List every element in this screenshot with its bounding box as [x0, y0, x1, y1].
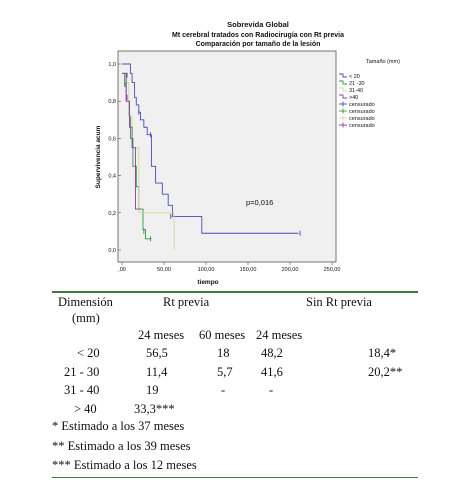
legend-swatch — [339, 87, 347, 92]
survival-curve-series-3 — [122, 72, 175, 250]
y-tick-label: 1,0 — [108, 62, 116, 68]
legend-label: censurado — [349, 109, 375, 115]
table-top-rule — [52, 291, 418, 293]
survival-curve-series-4 — [122, 72, 141, 210]
table-subheader-row: 24 meses 60 meses 24 meses — [52, 326, 418, 345]
row-label: 31 - 40 — [64, 383, 100, 397]
cell-nort-60: 18,4* — [368, 346, 397, 360]
subheader-rt-60: 60 meses — [199, 327, 246, 342]
cell-rt-24: 19 — [146, 383, 159, 397]
table-header-row: Dimensión (mm) Rt previa Sin Rt previa — [52, 293, 418, 325]
cell-nort-24: 41,6 — [261, 364, 283, 379]
legend-label: < 20 — [349, 74, 360, 80]
table-row: 21 - 30 11,4 5,7 41,6 20,2** — [52, 363, 418, 382]
survival-table: Dimensión (mm) Rt previa Sin Rt previa 2… — [52, 291, 418, 478]
cell-rt-60: 18 — [217, 346, 230, 360]
legend-swatch — [339, 94, 347, 99]
x-axis-label: tiempo — [197, 279, 218, 286]
x-tick-label: 200,00 — [282, 267, 299, 273]
legend-swatch — [339, 73, 347, 78]
legend-label: censurado — [349, 102, 375, 108]
table-bottom-rule — [52, 476, 418, 478]
legend-label: censurado — [349, 116, 375, 122]
table-note: ** Estimado a los 39 meses — [52, 438, 191, 453]
cell-nort-24: - — [269, 383, 274, 397]
cell-nort-60: 20,2** — [368, 364, 403, 379]
legend-label: >40 — [349, 95, 358, 101]
row-label: > 40 — [74, 401, 97, 416]
legend-title: Tamaño (mm) — [366, 59, 400, 65]
header-dimension: Dimensión — [58, 294, 113, 309]
p-value-annotation: p=0,016 — [246, 198, 273, 207]
row-label: < 20 — [77, 346, 100, 360]
y-tick-label: 0,4 — [108, 174, 116, 180]
y-axis: 0,0 0,2 0,4 0,6 0,8 1,0 — [108, 62, 121, 254]
table-note: * Estimado a los 37 meses — [52, 419, 185, 433]
cell-rt-60: - — [221, 383, 226, 397]
legend-label: 31-40 — [349, 88, 363, 94]
cell-rt-24: 11,4 — [146, 364, 168, 379]
legend-label: censurado — [349, 123, 375, 129]
row-label: 21 - 30 — [64, 364, 100, 379]
table-row: < 20 56,5 18 48,2 18,4* — [52, 344, 418, 363]
survival-chart: Sobrevida Global Mt cerebral tratados co… — [95, 20, 400, 286]
chart-subtitle: Mt cerebral tratados con Radiocirugía co… — [172, 32, 344, 39]
legend-swatch — [339, 80, 347, 85]
y-tick-label: 0,6 — [108, 136, 116, 142]
survival-curves — [122, 63, 301, 250]
y-tick-label: 0,0 — [108, 248, 116, 254]
chart-title: Sobrevida Global — [227, 20, 289, 29]
cell-rt-24: 56,5 — [146, 346, 168, 360]
cell-rt-60: 5,7 — [217, 364, 233, 379]
table-row: 31 - 40 19 - - — [52, 381, 418, 400]
subheader-rt-24: 24 meses — [138, 327, 185, 342]
header-dimension-unit: (mm) — [72, 310, 100, 325]
x-tick-label: 50,00 — [157, 267, 171, 273]
x-tick-label: ,00 — [118, 267, 126, 273]
x-tick-label: 100,00 — [198, 267, 215, 273]
header-rt-previa: Rt previa — [163, 294, 210, 309]
cell-rt-24: 33,3*** — [134, 401, 175, 416]
subheader-nort-24: 24 meses — [256, 327, 303, 342]
y-axis-label: Supervivencia acum — [95, 125, 102, 188]
y-tick-label: 0,2 — [108, 211, 116, 217]
legend-label: 21 -30 — [349, 81, 365, 87]
survival-curve-series-1 — [122, 63, 299, 234]
x-axis: ,00 50,00 100,00 150,00 200,00 250,00 — [118, 262, 340, 273]
y-tick-label: 0,8 — [108, 99, 116, 105]
x-tick-label: 150,00 — [240, 267, 257, 273]
plot-area — [117, 50, 337, 263]
table-row: > 40 33,3*** — [52, 400, 418, 419]
cell-nort-24: 48,2 — [261, 346, 283, 360]
chart-subtitle-2: Comparación por tamaño de la lesión — [196, 41, 321, 48]
header-sin-rt-previa: Sin Rt previa — [306, 294, 372, 309]
x-tick-label: 250,00 — [324, 267, 341, 273]
table-note: *** Estimado a los 12 meses — [52, 458, 197, 472]
